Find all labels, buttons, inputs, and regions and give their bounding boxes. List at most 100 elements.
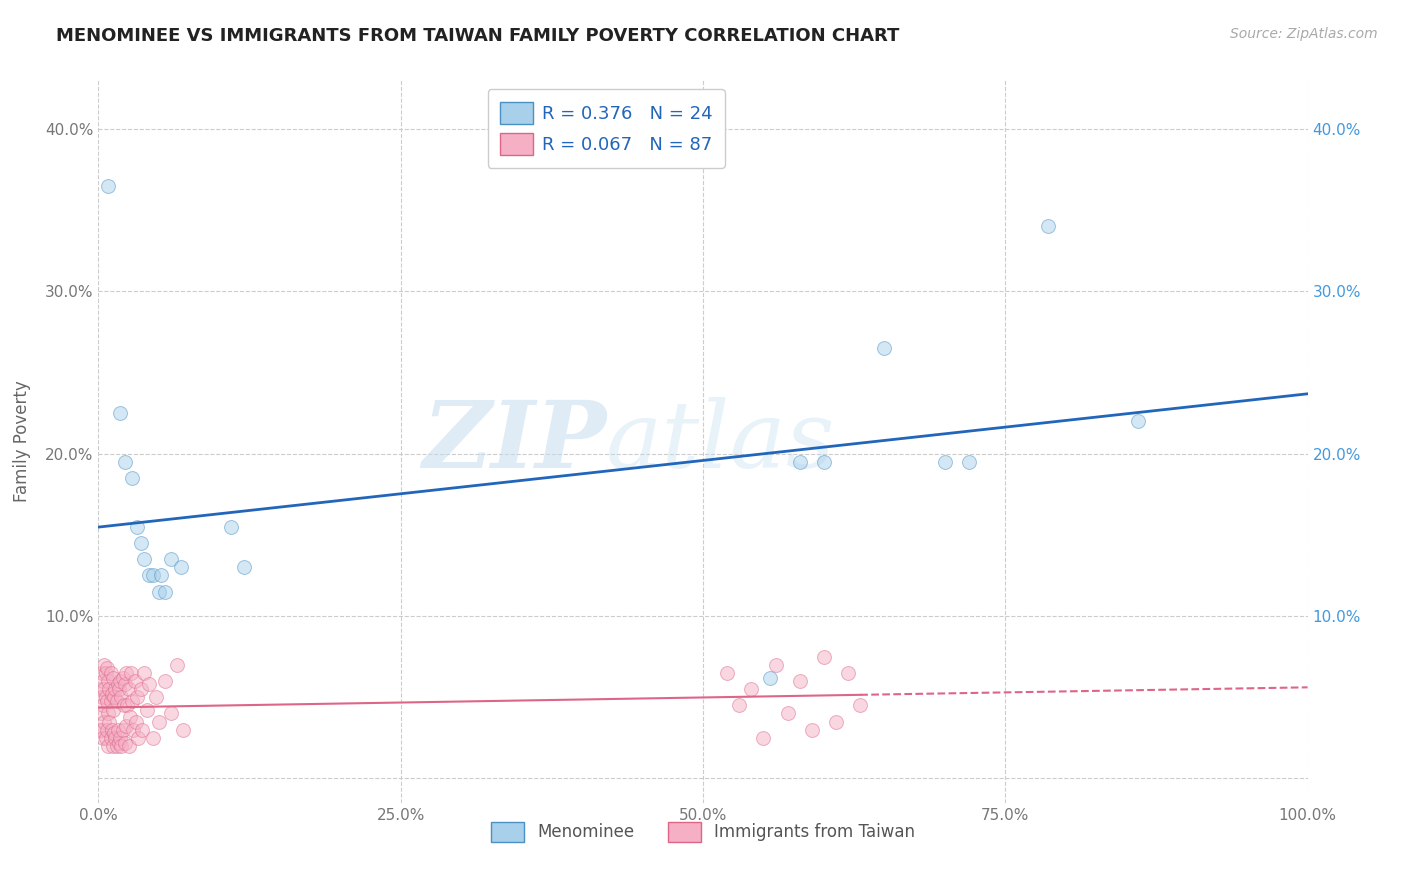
Point — [153, 673, 176, 688]
Point — [129, 536, 152, 550]
Point — [100, 693, 122, 707]
Point — [765, 657, 787, 672]
Point — [1036, 219, 1059, 234]
Point — [91, 698, 114, 713]
Point — [100, 665, 122, 680]
Point — [813, 649, 835, 664]
Point — [728, 698, 751, 713]
Point — [142, 568, 165, 582]
Point — [232, 560, 254, 574]
Point — [93, 682, 115, 697]
Point — [118, 710, 141, 724]
Point — [115, 665, 138, 680]
Point — [125, 714, 148, 729]
Point — [90, 682, 112, 697]
Point — [758, 671, 780, 685]
Point — [108, 673, 131, 688]
Point — [101, 739, 124, 753]
Point — [94, 690, 117, 705]
Point — [957, 455, 980, 469]
Point — [94, 665, 117, 680]
Point — [138, 677, 160, 691]
Point — [148, 714, 170, 729]
Point — [108, 736, 131, 750]
Point — [100, 723, 122, 737]
Point — [98, 714, 121, 729]
Point — [142, 731, 165, 745]
Point — [111, 723, 134, 737]
Point — [112, 698, 135, 713]
Point — [145, 690, 167, 705]
Point — [107, 677, 129, 691]
Point — [131, 723, 153, 737]
Point — [752, 731, 775, 745]
Point — [800, 723, 823, 737]
Point — [160, 552, 183, 566]
Point — [110, 739, 132, 753]
Point — [93, 657, 115, 672]
Point — [93, 714, 115, 729]
Point — [221, 520, 243, 534]
Point — [114, 677, 136, 691]
Point — [837, 665, 859, 680]
Point — [124, 673, 146, 688]
Point — [849, 698, 872, 713]
Text: atlas: atlas — [606, 397, 835, 486]
Text: Source: ZipAtlas.com: Source: ZipAtlas.com — [1230, 27, 1378, 41]
Point — [96, 661, 118, 675]
Legend: Menominee, Immigrants from Taiwan: Menominee, Immigrants from Taiwan — [484, 815, 922, 848]
Point — [100, 687, 122, 701]
Point — [90, 706, 112, 721]
Point — [108, 682, 131, 697]
Point — [98, 682, 121, 697]
Point — [91, 731, 114, 745]
Point — [103, 690, 125, 705]
Point — [1128, 414, 1150, 428]
Point — [121, 471, 143, 485]
Point — [127, 690, 149, 705]
Point — [122, 723, 145, 737]
Point — [110, 690, 132, 705]
Point — [108, 731, 131, 745]
Point — [825, 714, 848, 729]
Point — [716, 665, 738, 680]
Point — [740, 682, 762, 697]
Point — [120, 665, 142, 680]
Point — [105, 739, 128, 753]
Point — [148, 584, 170, 599]
Point — [104, 731, 127, 745]
Point — [121, 693, 143, 707]
Point — [104, 682, 127, 697]
Point — [117, 698, 139, 713]
Point — [873, 341, 896, 355]
Point — [134, 665, 156, 680]
Point — [101, 671, 124, 685]
Point — [789, 455, 811, 469]
Point — [153, 584, 176, 599]
Point — [934, 455, 956, 469]
Y-axis label: Family Poverty: Family Poverty — [13, 381, 31, 502]
Text: MENOMINEE VS IMMIGRANTS FROM TAIWAN FAMILY POVERTY CORRELATION CHART: MENOMINEE VS IMMIGRANTS FROM TAIWAN FAMI… — [56, 27, 900, 45]
Point — [150, 568, 173, 582]
Point — [97, 673, 120, 688]
Point — [114, 736, 136, 750]
Point — [103, 726, 125, 740]
Point — [108, 406, 131, 420]
Point — [789, 673, 811, 688]
Point — [135, 703, 157, 717]
Point — [96, 723, 118, 737]
Point — [97, 178, 120, 193]
Point — [91, 665, 114, 680]
Point — [813, 455, 835, 469]
Point — [172, 723, 194, 737]
Point — [111, 671, 134, 685]
Point — [166, 657, 188, 672]
Point — [115, 719, 138, 733]
Point — [105, 693, 128, 707]
Point — [101, 703, 124, 717]
Point — [107, 723, 129, 737]
Point — [776, 706, 799, 721]
Point — [114, 455, 136, 469]
Point — [91, 723, 114, 737]
Point — [118, 739, 141, 753]
